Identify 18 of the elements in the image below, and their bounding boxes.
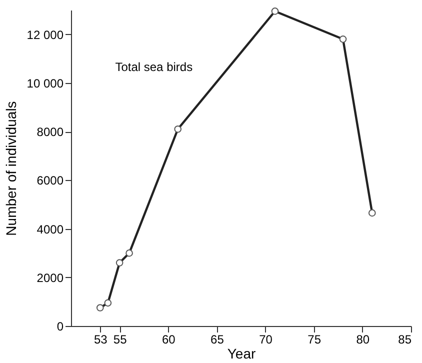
x-tick-label: 60 [162, 332, 176, 346]
y-tick-label: 0 [56, 320, 64, 334]
x-tick-label: 75 [308, 332, 322, 346]
y-tick-label: 8000 [36, 125, 64, 140]
x-tick-label: 53 [94, 332, 108, 346]
x-tick-label: 55 [113, 332, 128, 346]
x-tick-label: 85 [398, 332, 412, 346]
y-tick-label: 4000 [36, 222, 64, 236]
y-tick-label: 2000 [36, 270, 64, 285]
y-tick-label: 6000 [36, 174, 64, 188]
x-tick-label: 80 [356, 332, 370, 346]
x-axis-title: Year [227, 346, 256, 362]
x-tick-label: 65 [210, 332, 224, 346]
y-axis-title: Number of individuals [2, 101, 19, 236]
y-tick-label: 12 000 [26, 28, 64, 42]
annotation: Total sea birds [115, 60, 193, 74]
x-tick-label: 70 [259, 332, 273, 346]
y-tick-label: 10 000 [26, 76, 64, 90]
